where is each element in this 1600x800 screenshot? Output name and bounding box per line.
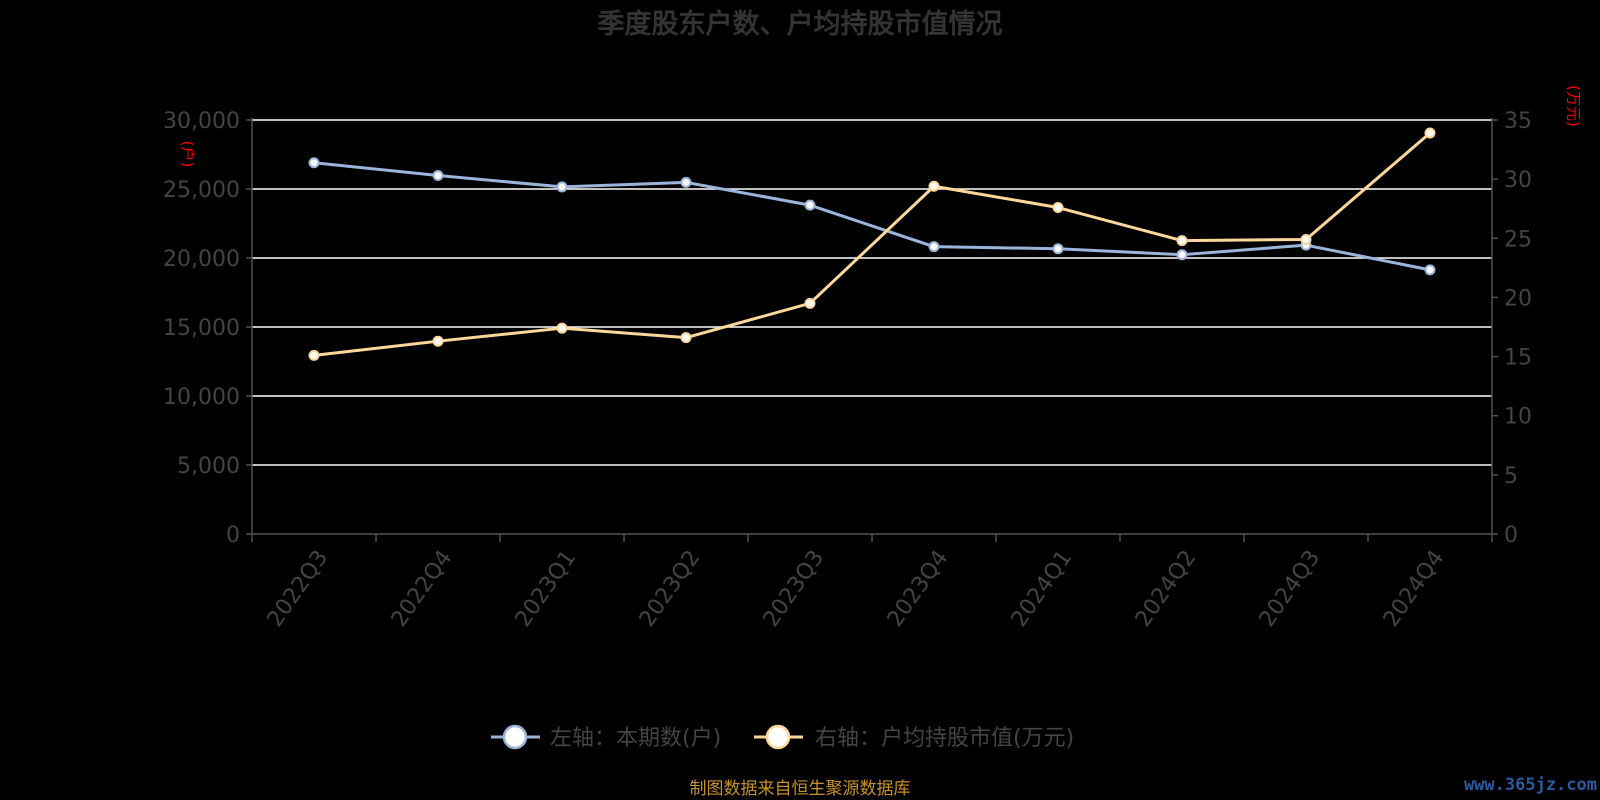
chart-title: 季度股东户数、户均持股市值情况 xyxy=(598,8,1003,40)
x-axis-ticks: 2022Q3 2022Q4 2023Q1 2023Q2 2023Q3 2023Q4 2024… xyxy=(251,534,1493,632)
series-line-right xyxy=(313,131,1431,357)
legend-marker-left xyxy=(502,724,528,750)
legend[interactable]: 左轴：本期数(户) 右轴：户均持股市值(万元) xyxy=(491,724,1074,751)
left-axis-ticks: 0 5,000 10,000 15,000 20,000 25,000 30,000 xyxy=(163,109,252,548)
series-line-left xyxy=(313,161,1431,272)
data-point-left[interactable] xyxy=(928,241,940,253)
data-point-left[interactable] xyxy=(308,157,320,169)
data-point-left[interactable] xyxy=(804,199,816,211)
right-axis-tick-label: 5 xyxy=(1504,464,1518,489)
x-axis-tick-label: 2024Q2 xyxy=(1131,546,1202,632)
right-axis-tick-label: 20 xyxy=(1504,286,1532,311)
left-axis-tick-label: 0 xyxy=(226,523,240,548)
data-point-left[interactable] xyxy=(1176,249,1188,261)
right-axis-tick-label: 15 xyxy=(1504,346,1532,371)
series-right xyxy=(308,127,1436,361)
x-axis-tick-label: 2024Q1 xyxy=(1007,546,1078,632)
legend-label-right: 右轴：户均持股市值(万元) xyxy=(815,726,1074,751)
data-point-right[interactable] xyxy=(1424,127,1436,139)
right-axis-tick-label: 10 xyxy=(1504,405,1532,430)
right-axis-tick-label: 30 xyxy=(1504,168,1532,193)
x-axis-tick-label: 2024Q3 xyxy=(1255,546,1326,632)
data-point-right[interactable] xyxy=(432,335,444,347)
x-axis-tick-label: 2022Q4 xyxy=(387,546,458,632)
data-point-left[interactable] xyxy=(680,176,692,188)
data-source-note: 制图数据来自恒生聚源数据库 xyxy=(690,779,911,799)
right-axis-unit: (万元) xyxy=(1565,85,1583,127)
left-axis-unit: (户) xyxy=(179,141,197,168)
data-point-left[interactable] xyxy=(556,181,568,193)
data-point-right[interactable] xyxy=(680,332,692,344)
legend-marker-right xyxy=(765,724,791,750)
left-axis-tick-label: 15,000 xyxy=(163,316,240,341)
x-axis-tick-label: 2022Q3 xyxy=(263,546,334,632)
series-left xyxy=(308,157,1436,276)
data-point-right[interactable] xyxy=(1176,235,1188,247)
data-point-right[interactable] xyxy=(308,349,320,361)
data-point-right[interactable] xyxy=(928,180,940,192)
left-axis-tick-label: 25,000 xyxy=(163,178,240,203)
left-axis-tick-label: 30,000 xyxy=(163,109,240,134)
x-axis-tick-label: 2023Q4 xyxy=(883,546,954,632)
data-point-right[interactable] xyxy=(804,297,816,309)
right-axis-tick-label: 35 xyxy=(1504,109,1532,134)
right-axis-tick-label: 25 xyxy=(1504,227,1532,252)
x-axis-tick-label: 2024Q4 xyxy=(1379,546,1450,632)
x-axis-tick-label: 2023Q2 xyxy=(635,546,706,632)
legend-item-left-series[interactable]: 左轴：本期数(户) xyxy=(491,724,721,751)
data-point-left[interactable] xyxy=(1424,264,1436,276)
left-axis-tick-label: 20,000 xyxy=(163,247,240,272)
left-axis-tick-label: 10,000 xyxy=(163,385,240,410)
data-point-left[interactable] xyxy=(1052,243,1064,255)
left-axis-tick-label: 5,000 xyxy=(177,454,240,479)
series-layer xyxy=(308,127,1436,361)
watermark: www.365jz.com xyxy=(1464,775,1597,795)
data-point-right[interactable] xyxy=(1052,202,1064,214)
data-point-right[interactable] xyxy=(1300,233,1312,245)
data-point-right[interactable] xyxy=(556,322,568,334)
grid-lines xyxy=(252,119,1492,466)
right-axis-tick-label: 0 xyxy=(1504,523,1518,548)
x-axis-tick-label: 2023Q1 xyxy=(511,546,582,632)
data-point-left[interactable] xyxy=(432,169,444,181)
legend-label-left: 左轴：本期数(户) xyxy=(550,726,721,751)
x-axis-tick-label: 2023Q3 xyxy=(759,546,830,632)
right-axis-ticks: 0 5 10 15 20 25 30 35 xyxy=(1492,109,1532,548)
legend-item-right-series[interactable]: 右轴：户均持股市值(万元) xyxy=(754,724,1074,751)
